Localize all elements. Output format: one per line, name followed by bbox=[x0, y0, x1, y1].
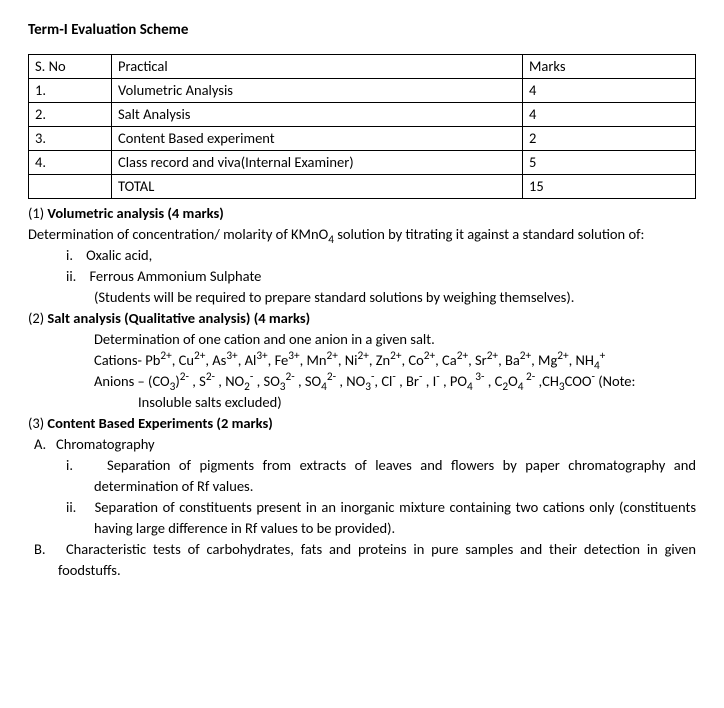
page-title: Term-I Evaluation Scheme bbox=[28, 20, 696, 42]
section-3-title: Content Based Experiments (2 marks) bbox=[47, 414, 272, 432]
sec2-anions: Anions – (CO3)2- , S2- , NO2- , SO32- , … bbox=[28, 371, 696, 392]
cell-sno: 2. bbox=[29, 102, 112, 126]
cell-marks: 4 bbox=[523, 78, 696, 102]
cell-practical: TOTAL bbox=[112, 174, 523, 198]
col-practical-header: Practical bbox=[112, 54, 523, 78]
sec1-item-i-text: Oxalic acid, bbox=[86, 246, 152, 264]
sec3-b-text: Characteristic tests of carbohydrates, f… bbox=[58, 540, 696, 579]
sec3-b: B. Characteristic tests of carbohydrates… bbox=[28, 539, 696, 581]
cell-practical: Volumetric Analysis bbox=[112, 78, 523, 102]
sec3-a-i-text: Separation of pigments from extracts of … bbox=[94, 456, 696, 495]
col-sno-header: S. No bbox=[29, 54, 112, 78]
table-row-total: TOTAL 15 bbox=[29, 174, 696, 198]
table-row: 1. Volumetric Analysis 4 bbox=[29, 78, 696, 102]
cell-marks: 4 bbox=[523, 102, 696, 126]
section-1-intro: Determination of concentration/ molarity… bbox=[28, 224, 696, 245]
sec3-a-ii: ii. Separation of constituents present i… bbox=[28, 497, 696, 539]
sec1-item-ii: ii. Ferrous Ammonium Sulphate bbox=[28, 266, 696, 287]
sec1-item-ii-text: Ferrous Ammonium Sulphate bbox=[89, 267, 261, 285]
col-marks-header: Marks bbox=[523, 54, 696, 78]
sec1-note: (Students will be required to prepare st… bbox=[28, 287, 696, 308]
cell-sno: 4. bbox=[29, 150, 112, 174]
cell-practical: Class record and viva(Internal Examiner) bbox=[112, 150, 523, 174]
intro-part-a: Determination of concentration/ molarity… bbox=[28, 225, 328, 243]
table-header-row: S. No Practical Marks bbox=[29, 54, 696, 78]
table-row: 3. Content Based experiment 2 bbox=[29, 126, 696, 150]
sec1-item-i: i. Oxalic acid, bbox=[28, 245, 696, 266]
section-3-heading: (3) Content Based Experiments (2 marks) bbox=[28, 413, 696, 434]
cell-marks: 15 bbox=[523, 174, 696, 198]
table-row: 4. Class record and viva(Internal Examin… bbox=[29, 150, 696, 174]
cell-marks: 2 bbox=[523, 126, 696, 150]
cell-practical: Salt Analysis bbox=[112, 102, 523, 126]
section-2-heading: (2) Salt analysis (Qualitative analysis)… bbox=[28, 308, 696, 329]
sec2-cations: Cations- Pb2+, Cu2+, As3+, Al3+, Fe3+, M… bbox=[28, 350, 696, 371]
section-2-title: Salt analysis (Qualitative analysis) (4 … bbox=[47, 309, 310, 327]
sec3-a: A. Chromatography bbox=[28, 434, 696, 455]
cell-practical: Content Based experiment bbox=[112, 126, 523, 150]
table-row: 2. Salt Analysis 4 bbox=[29, 102, 696, 126]
section-1-title: Volumetric analysis (4 marks) bbox=[47, 204, 223, 222]
cell-marks: 5 bbox=[523, 150, 696, 174]
section-1-heading: (1) Volumetric analysis (4 marks) bbox=[28, 203, 696, 224]
sec3-a-label: Chromatography bbox=[56, 435, 155, 453]
cell-sno bbox=[29, 174, 112, 198]
sec2-anions-note: Insoluble salts excluded) bbox=[28, 392, 696, 413]
cell-sno: 1. bbox=[29, 78, 112, 102]
intro-part-b: solution by titrating it against a stand… bbox=[334, 225, 644, 243]
cell-sno: 3. bbox=[29, 126, 112, 150]
sec3-a-ii-text: Separation of constituents present in an… bbox=[94, 498, 696, 537]
evaluation-table: S. No Practical Marks 1. Volumetric Anal… bbox=[28, 54, 696, 199]
sec2-line1: Determination of one cation and one anio… bbox=[28, 329, 696, 350]
sec3-a-i: i. Separation of pigments from extracts … bbox=[28, 455, 696, 497]
